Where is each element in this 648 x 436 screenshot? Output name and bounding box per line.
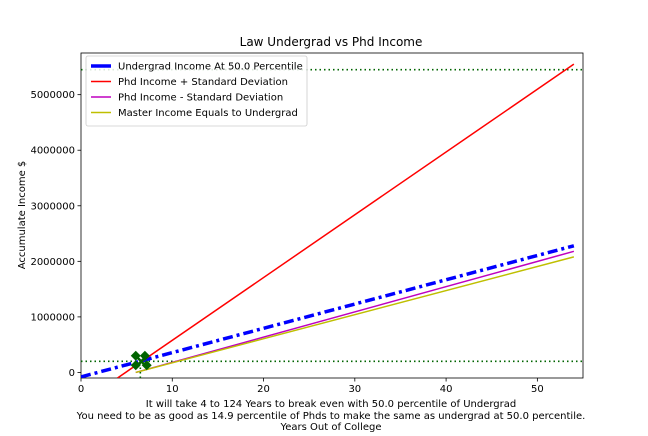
legend-label: Phd Income + Standard Deviation <box>118 77 288 88</box>
x-axis-label-line-1: It will take 4 to 124 Years to break eve… <box>146 399 516 410</box>
x-axis: 0 10 20 30 40 50 <box>78 378 544 395</box>
marker-diamond <box>139 350 150 361</box>
y-axis-label: Accumulate Income $ <box>17 161 28 270</box>
legend-label: Phd Income - Standard Deviation <box>118 93 283 104</box>
y-axis: 0 1000000 2000000 3000000 4000000 5000000 <box>30 90 81 379</box>
y-tick-label: 2000000 <box>30 257 75 268</box>
y-tick-label: 5000000 <box>30 90 75 101</box>
x-tick-label: 20 <box>257 384 270 395</box>
series-line-phd-income-standard-deviation <box>117 63 575 378</box>
legend-item-master-income-equals-to-undergrad: Master Income Equals to Undergrad <box>91 108 298 119</box>
y-tick-label: 3000000 <box>30 201 75 212</box>
markers-group <box>130 350 152 371</box>
legend-item-undergrad-income-at-50-0-percentile: Undergrad Income At 50.0 Percentile <box>91 62 303 73</box>
y-tick-label: 0 <box>69 368 75 379</box>
legend-label: Undergrad Income At 50.0 Percentile <box>118 62 303 73</box>
y-tick-label: 1000000 <box>30 312 75 323</box>
reference-lines <box>81 68 583 378</box>
legend-label: Master Income Equals to Undergrad <box>118 108 298 119</box>
x-tick-label: 40 <box>440 384 453 395</box>
legend-item-phd-income-standard-deviation: Phd Income - Standard Deviation <box>91 93 283 104</box>
legend: Undergrad Income At 50.0 Percentile Phd I… <box>85 55 308 127</box>
series-line-phd-income-standard-deviation <box>135 250 575 374</box>
series-group <box>81 63 575 378</box>
marker-x <box>135 355 147 367</box>
plot-area <box>80 52 584 379</box>
x-tick-label: 0 <box>78 384 84 395</box>
series-line-undergrad-income-at-50-0-percentile <box>81 244 575 378</box>
x-axis-label-line-2: You need to be as good as 14.9 percentil… <box>76 411 586 422</box>
legend-item-phd-income-standard-deviation: Phd Income + Standard Deviation <box>91 77 288 88</box>
series-line-master-income-equals-to-undergrad <box>135 256 575 374</box>
legend-frame <box>85 55 308 127</box>
y-tick-label: 4000000 <box>30 146 75 157</box>
x-tick-label: 50 <box>531 384 544 395</box>
plot-frame <box>80 52 584 379</box>
x-tick-label: 10 <box>166 384 179 395</box>
chart-title: Law Undergrad vs Phd Income <box>240 35 423 49</box>
x-axis-label-line-3: Years Out of College <box>280 422 382 432</box>
x-tick-label: 30 <box>348 384 361 395</box>
